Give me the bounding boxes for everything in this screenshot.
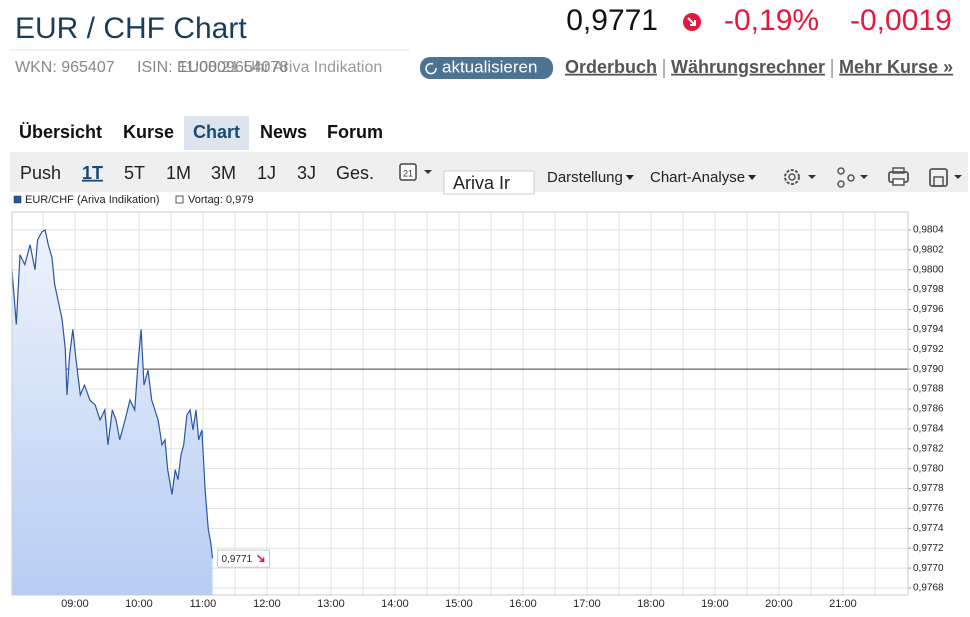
change-percent: -0,19% — [724, 4, 819, 37]
tab[interactable]: Forum — [327, 122, 383, 142]
y-tick-label: 0,9786 — [913, 404, 944, 415]
y-tick-label: 0,9798 — [913, 284, 944, 295]
compare-input[interactable]: Ariva Ir — [443, 170, 535, 195]
x-tick-label: 11:00 — [190, 598, 217, 610]
svg-text:21: 21 — [403, 168, 413, 178]
y-tick-label: 0,9770 — [913, 563, 944, 574]
calendar-icon[interactable]: 21 — [399, 163, 432, 181]
y-tick-label: 0,9768 — [913, 583, 944, 594]
legend-swatch — [13, 195, 22, 204]
legend-swatch — [175, 195, 184, 204]
price-line — [11, 228, 214, 559]
x-tick-label: 16:00 — [509, 598, 537, 610]
y-tick-label: 0,9778 — [913, 483, 944, 494]
menu-button[interactable]: Chart-Analyse — [650, 169, 745, 186]
nav-link[interactable]: Mehr Kurse » — [839, 57, 953, 77]
x-tick-label: 09:00 — [61, 598, 89, 610]
range-button[interactable]: 5T — [124, 163, 145, 183]
tab[interactable]: News — [260, 122, 307, 142]
plot-frame — [11, 211, 909, 596]
nav-link[interactable]: Orderbuch — [565, 57, 657, 77]
x-tick-label: 14:00 — [381, 598, 409, 610]
x-tick-label: 10:00 — [125, 598, 153, 610]
y-tick-label: 0,9790 — [913, 364, 944, 375]
range-button[interactable]: 1T — [82, 163, 103, 183]
x-tick-label: 19:00 — [701, 598, 729, 610]
x-tick-label: 13:00 — [317, 598, 345, 610]
x-tick-label: 12:00 — [253, 598, 281, 610]
y-tick-label: 0,9774 — [913, 523, 944, 534]
dropdown-arrow — [748, 175, 757, 180]
isin: ISIN: EU0009654078 — [137, 59, 288, 76]
down-icon — [683, 13, 701, 31]
refresh-label[interactable]: aktualisieren — [442, 57, 537, 76]
range-button[interactable]: Push — [20, 163, 61, 183]
save-icon[interactable] — [929, 168, 962, 187]
wkn: WKN: 965407 — [15, 59, 115, 76]
nav-link[interactable]: Währungsrechner — [671, 57, 825, 77]
y-tick-label: 0,9782 — [913, 443, 944, 454]
x-tick-label: 18:00 — [637, 598, 665, 610]
y-tick-label: 0,9772 — [913, 543, 944, 554]
last-value-label: 0,9771 — [222, 554, 253, 565]
x-tick-label: 21:00 — [829, 598, 857, 610]
legend-label: EUR/CHF (Ariva Indikation) — [25, 194, 159, 206]
x-tick-label: 20:00 — [765, 598, 793, 610]
last-value-box — [217, 549, 271, 568]
legend-label: Vortag: 0,979 — [188, 194, 253, 206]
y-tick-label: 0,9804 — [913, 225, 944, 236]
page-title: EUR / CHF Chart — [15, 12, 247, 45]
y-tick-label: 0,9776 — [913, 503, 944, 514]
y-tick-label: 0,9780 — [913, 463, 944, 474]
y-tick-label: 0,9802 — [913, 244, 944, 255]
range-button[interactable]: 1M — [166, 163, 191, 183]
share-icon[interactable] — [837, 167, 868, 188]
print-icon[interactable] — [888, 167, 909, 186]
y-tick-label: 0,9788 — [913, 384, 944, 395]
x-tick-label: 17:00 — [573, 598, 601, 610]
tab[interactable]: Kurse — [123, 122, 174, 142]
x-tick-label: 15:00 — [445, 598, 473, 610]
update-time: 11:08:21 Uhr Ariva Indikation — [178, 59, 382, 76]
y-tick-label: 0,9784 — [913, 424, 944, 435]
y-tick-label: 0,9800 — [913, 264, 944, 275]
y-tick-label: 0,9792 — [913, 344, 944, 355]
tab[interactable]: Chart — [193, 122, 240, 142]
range-button[interactable]: 3M — [211, 163, 236, 183]
compare-input-text[interactable]: Ariva Ir — [453, 173, 510, 193]
down-arrow — [257, 554, 265, 562]
price: 0,9771 — [566, 4, 658, 37]
settings-icon[interactable] — [784, 169, 816, 185]
range-button[interactable]: 1J — [257, 163, 276, 183]
active-tab-bg — [184, 116, 250, 150]
tab[interactable]: Übersicht — [19, 122, 102, 142]
menu-button[interactable]: Darstellung — [547, 169, 623, 186]
range-button[interactable]: Ges. — [336, 163, 374, 183]
dropdown-arrow — [625, 175, 634, 180]
refresh-button[interactable]: aktualisieren — [420, 57, 553, 79]
y-tick-label: 0,9796 — [913, 304, 944, 315]
change-absolute: -0,0019 — [850, 4, 952, 37]
y-tick-label: 0,9794 — [913, 324, 944, 335]
range-button[interactable]: 3J — [297, 163, 316, 183]
